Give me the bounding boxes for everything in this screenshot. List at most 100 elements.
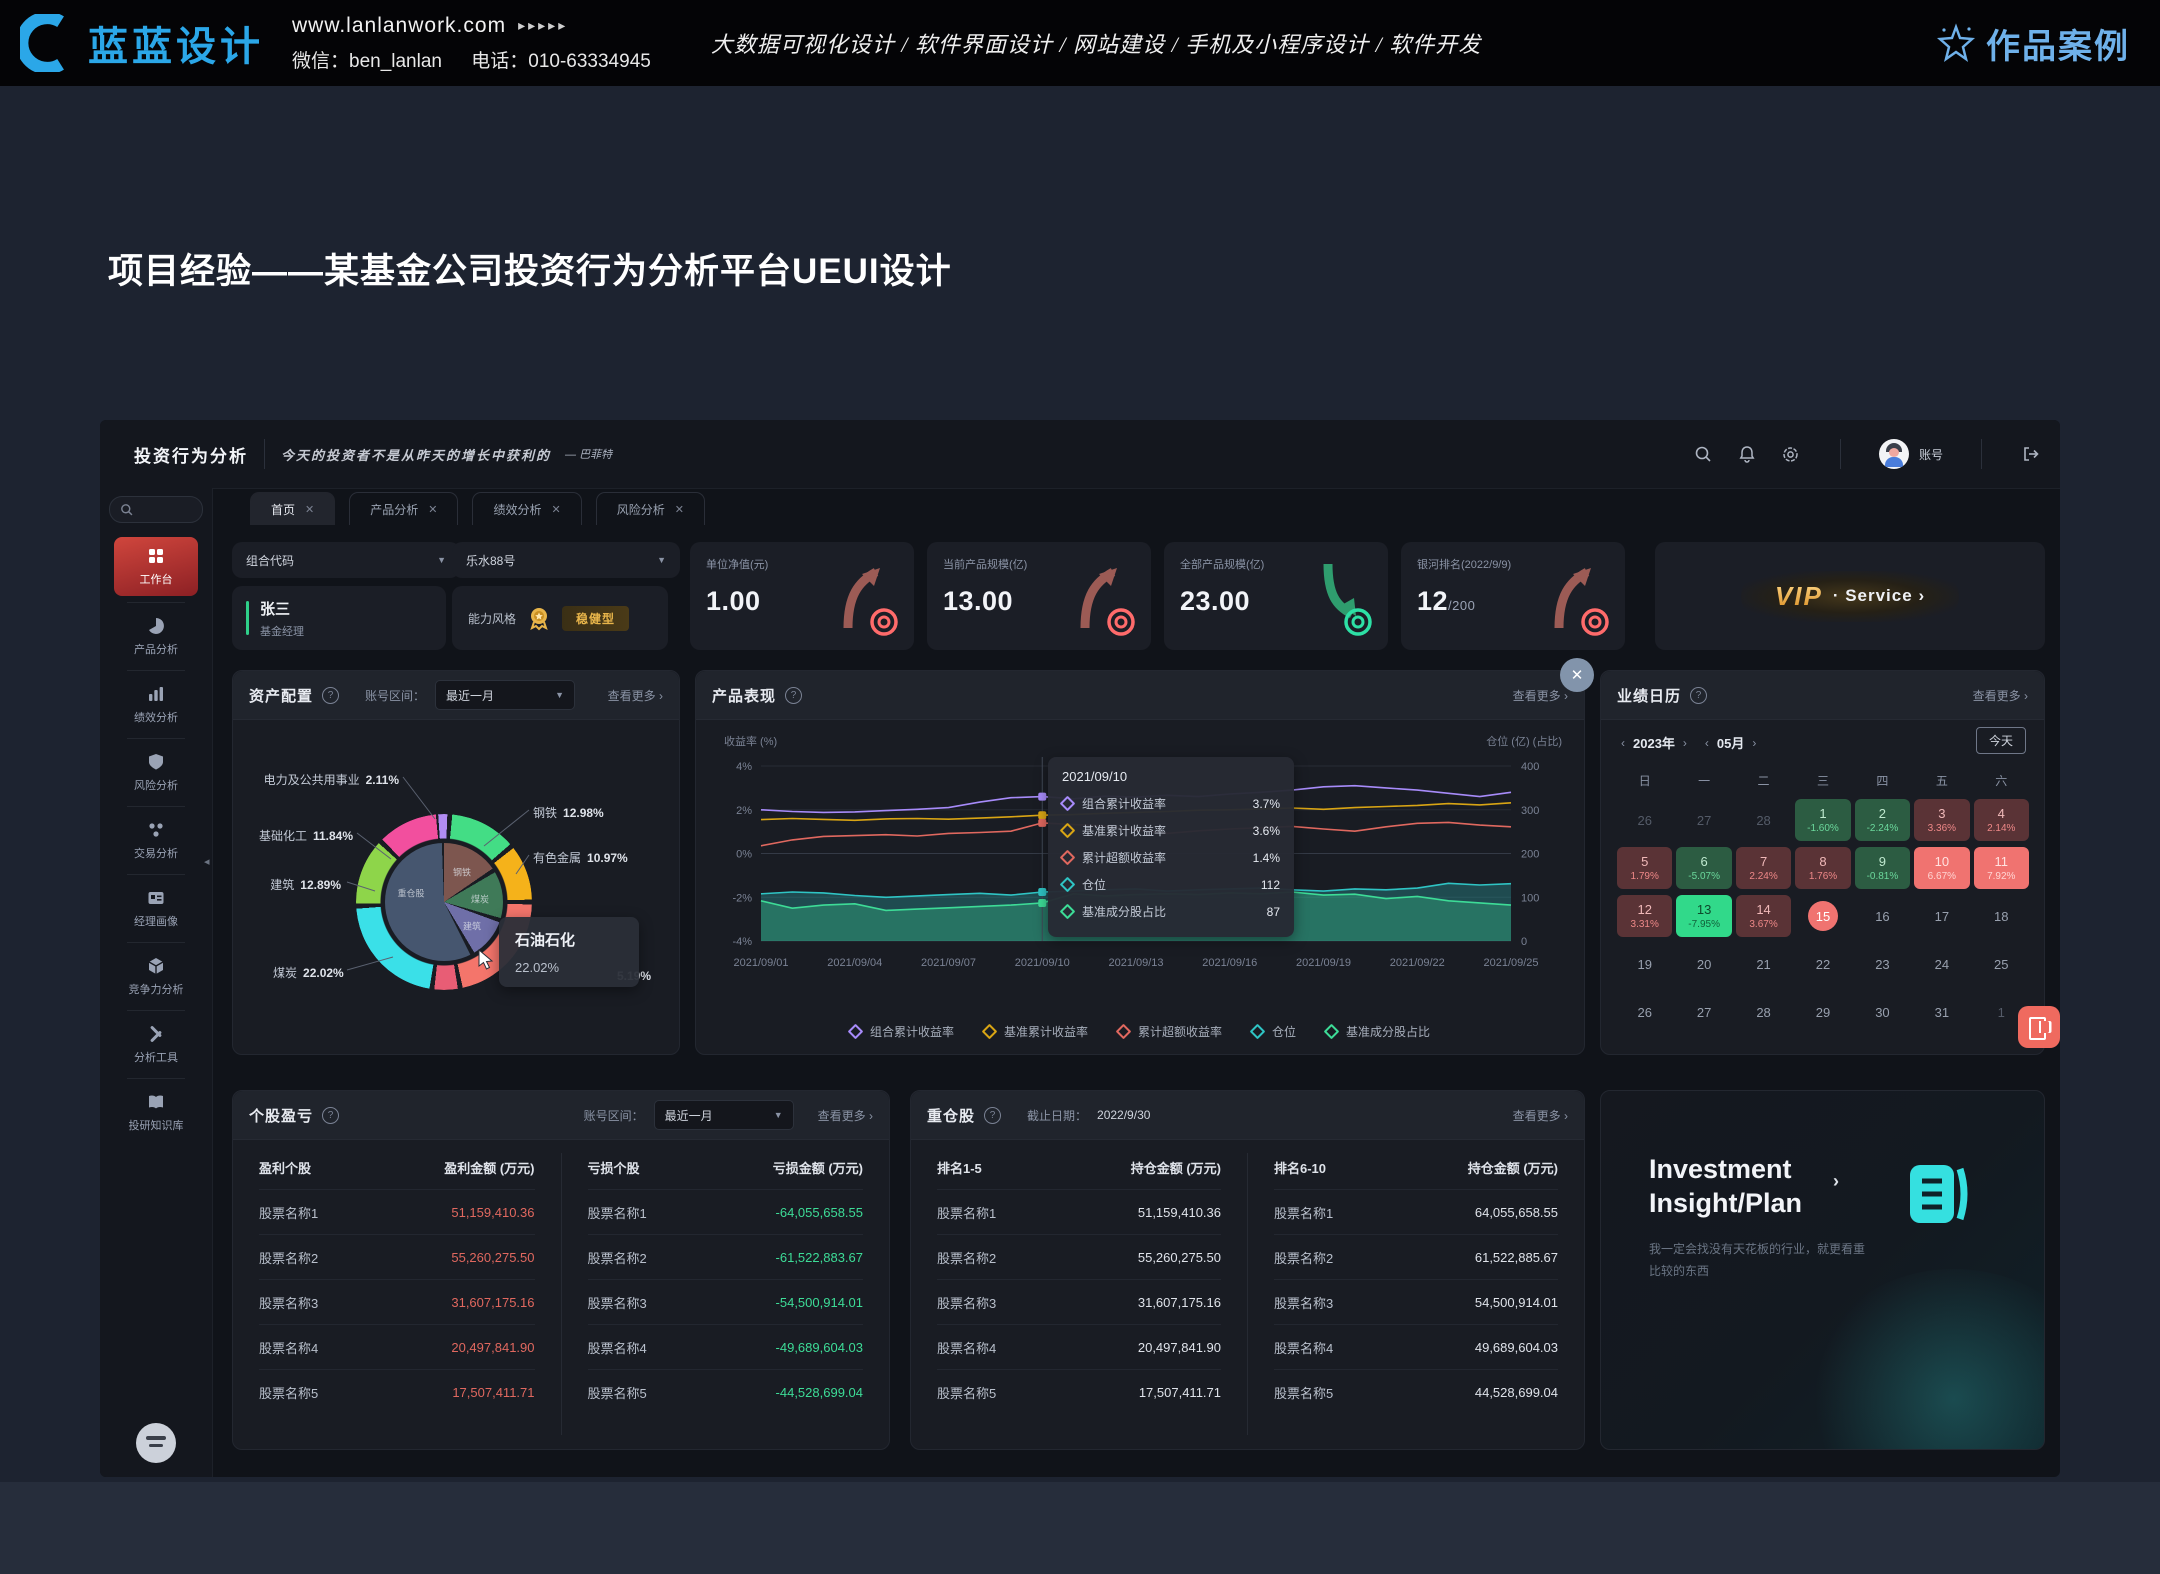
sidebar-collapse-icon[interactable]: ◂ [204,856,210,868]
range-dropdown[interactable]: 最近一月 ▼ [435,680,576,710]
tab-3[interactable]: 绩效分析 ✕ [472,492,582,525]
range-dropdown[interactable]: 最近一月 ▼ [653,1100,794,1130]
fund-dropdown[interactable]: 乐水88号 ▼ [452,542,680,578]
sidebar-item-1[interactable]: 工作台 [114,537,198,596]
search-icon[interactable] [1692,443,1714,465]
calendar-day[interactable]: 1 -1.60% [1795,799,1851,841]
calendar-day[interactable]: 27 [1696,812,1712,828]
close-icon[interactable]: ✕ [551,503,561,516]
calendar-day[interactable]: 19 [1637,956,1652,972]
vip-service-banner[interactable]: VIP · Service › [1655,542,2045,650]
calendar-day[interactable]: 27 [1696,1004,1712,1020]
tab-bar: 首页 ✕ 产品分析 ✕ 绩效分析 ✕ 风险分析 ✕ [250,492,705,525]
calendar-day[interactable]: 13 -7.95% [1676,895,1732,937]
calendar-day[interactable]: 6 -5.07% [1676,847,1732,889]
calendar-day[interactable]: 18 [1994,908,2009,924]
next-year-icon[interactable]: › [1682,735,1687,750]
calendar-day[interactable]: 30 [1875,1004,1890,1020]
donut-inner-pie[interactable] [385,843,503,961]
sidebar-item-6[interactable]: 经理画像 [134,881,178,936]
view-more-link[interactable]: 查看更多 › [817,1108,873,1123]
calendar-day[interactable]: 23 [1875,956,1890,972]
tab-4[interactable]: 风险分析 ✕ [595,492,705,525]
calendar-day[interactable]: 26 [1637,812,1652,828]
sidebar-item-4[interactable]: 风险分析 [134,745,178,800]
tab-1[interactable]: 首页 ✕ [250,492,336,525]
calendar-day[interactable]: 21 [1756,956,1771,972]
info-icon[interactable]: ? [785,686,803,704]
today-button[interactable]: 今天 [1975,727,2026,754]
close-icon[interactable]: ✕ [428,503,438,516]
info-icon[interactable]: ? [984,1106,1002,1124]
sidebar-item-8[interactable]: 分析工具 [134,1017,178,1072]
calendar-day[interactable]: 29 [1815,1004,1831,1020]
close-icon[interactable]: ✕ [1560,658,1594,692]
sidebar-item-9[interactable]: 投研知识库 [129,1085,184,1140]
prev-year-icon[interactable]: ‹ [1621,735,1625,750]
calendar-day[interactable]: 3 3.36% [1914,799,1970,841]
floating-action-button[interactable] [2018,1006,2060,1048]
legend-item[interactable]: 仓位 [1249,1023,1296,1040]
calendar-day[interactable]: 10 6.67% [1914,847,1970,889]
stock-name: 股票名称1 [587,1205,647,1221]
calendar-day[interactable]: 28 [1756,812,1771,828]
sidebar-item-3[interactable]: 绩效分析 [134,677,178,732]
calendar-day[interactable]: 28 [1756,1004,1771,1020]
view-more-link[interactable]: 查看更多 › [1512,688,1568,703]
divider [127,874,185,875]
sidebar-search-input[interactable] [109,496,203,523]
legend-item[interactable]: 累计超额收益率 [1115,1023,1222,1040]
calendar-day[interactable]: 25 [1994,956,2009,972]
info-icon[interactable]: ? [322,686,340,704]
gear-icon[interactable] [1780,443,1802,465]
close-icon[interactable]: ✕ [305,503,315,516]
calendar-day[interactable]: 8 1.76% [1795,847,1851,889]
legend-item[interactable]: 基准成分股占比 [1323,1023,1430,1040]
logout-icon[interactable] [2020,443,2042,465]
calendar-day[interactable]: 20 [1696,956,1712,972]
calendar-day[interactable]: 24 [1934,956,1950,972]
prev-month-icon[interactable]: ‹ [1704,735,1709,750]
view-more-link[interactable]: 查看更多 › [607,688,663,703]
donut-label-name: 有色金属 [533,851,582,865]
cases-label: 作品案例 [1986,27,2130,66]
calendar-day[interactable]: 5 1.79% [1617,847,1673,889]
cases-link[interactable]: 作品案例 [1936,19,2130,68]
sidebar-item-7[interactable]: 竞争力分析 [129,949,184,1004]
tab-2[interactable]: 产品分析 ✕ [349,492,459,525]
calendar-day[interactable]: 7 2.24% [1735,847,1792,889]
calendar-day[interactable]: 15 [1795,895,1850,937]
calendar-day[interactable]: 12 3.31% [1617,895,1673,937]
stock-name: 股票名称1 [259,1205,319,1221]
calendar-day[interactable]: 31 [1934,1004,1950,1020]
calendar-day[interactable]: 14 3.67% [1735,895,1792,937]
close-icon[interactable]: ✕ [674,503,684,516]
calendar-day[interactable]: 16 [1875,908,1890,924]
calendar-day[interactable]: 2 -2.24% [1854,799,1911,841]
donut-label-pct: 12.89% [300,878,341,892]
view-more-link[interactable]: 查看更多 › [1972,688,2028,703]
site-url[interactable]: www.lanlanwork.com [292,13,507,37]
calendar-day[interactable]: 26 [1637,1004,1652,1020]
sidebar-item-2[interactable]: 产品分析 [134,609,178,664]
calendar-day[interactable]: 22 [1815,956,1831,972]
bell-icon[interactable] [1736,443,1758,465]
view-more-link[interactable]: 查看更多 › [1512,1108,1568,1123]
investment-insight-card[interactable]: Investment Insight/Plan › 我一定会找没有天花板的行业，就… [1600,1090,2045,1450]
info-icon[interactable]: ? [1690,686,1708,704]
calendar-day[interactable]: 4 2.14% [1973,799,2029,841]
user-avatar[interactable] [1878,439,1909,469]
calendar-day[interactable]: 11 7.92% [1973,847,2029,889]
table-row: 股票名称4 49,689,604.03 [1274,1325,1558,1370]
calendar-day[interactable]: 17 [1934,908,1950,924]
legend-item[interactable]: 组合累计收益率 [847,1023,954,1040]
sidebar-user-avatar[interactable] [136,1423,176,1463]
chevron-down-icon: ▼ [773,1110,783,1120]
legend-item[interactable]: 基准累计收益率 [981,1023,1088,1040]
calendar-day[interactable]: 9 -0.81% [1854,847,1911,889]
info-icon[interactable]: ? [322,1106,340,1124]
sidebar-item-5[interactable]: 交易分析 [134,813,178,868]
next-month-icon[interactable]: › [1752,735,1757,750]
combo-code-dropdown[interactable]: 组合代码 ▼ [232,542,460,578]
calendar-day[interactable]: 1 [1997,1004,2005,1020]
